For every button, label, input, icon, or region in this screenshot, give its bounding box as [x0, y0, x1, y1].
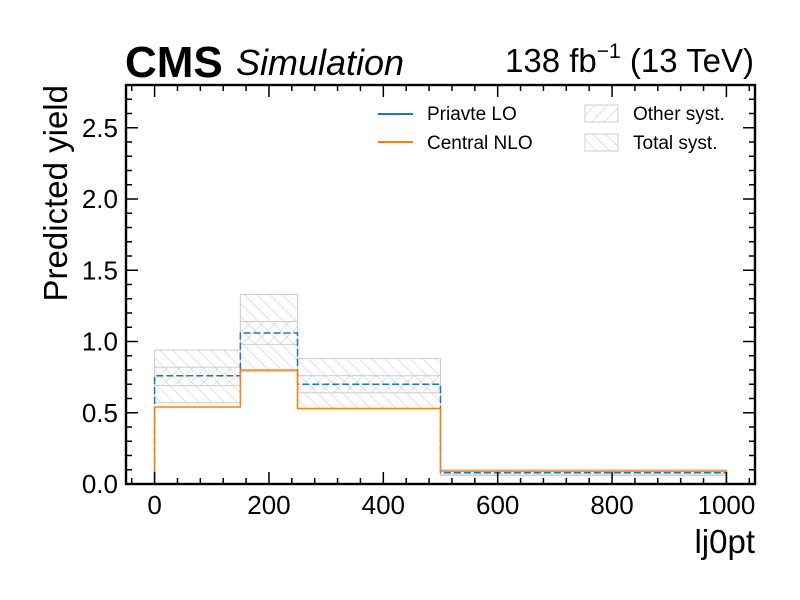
legend-label-other-syst: Other syst.: [633, 104, 725, 125]
lumi-exponent: −1: [597, 40, 621, 63]
y-tick-label: 0.0: [82, 469, 118, 499]
x-tick-label: 600: [476, 490, 519, 520]
legend-swatch-other-syst: [584, 104, 619, 123]
legend-label-nlo: Central NLO: [427, 133, 533, 154]
y-tick-label: 2.0: [82, 184, 118, 214]
x-axis-label: lj0pt: [694, 523, 755, 560]
y-tick-label: 1.5: [82, 255, 118, 285]
y-tick-label: 1.0: [82, 327, 118, 357]
luminosity-label: 138 fb−1 (13 TeV): [505, 40, 754, 79]
lumi-energy: (13 TeV): [621, 42, 754, 79]
legend-label-total-syst: Total syst.: [633, 133, 717, 154]
x-tick-label: 200: [247, 490, 290, 520]
lumi-value: 138 fb: [505, 42, 597, 79]
series-line-0: [153, 332, 728, 484]
simulation-label: Simulation: [236, 42, 404, 83]
histogram-series: [153, 332, 728, 484]
series-line-1: [153, 369, 728, 484]
y-tick-label: 0.5: [82, 398, 118, 428]
cms-logo-text: CMS: [125, 38, 223, 87]
y-axis-label: Predicted yield: [37, 85, 74, 301]
legend: Priavte LO Central NLO Other syst. Total…: [378, 104, 725, 154]
y-tick-label: 2.5: [82, 113, 118, 143]
x-tick-label: 0: [147, 490, 161, 520]
x-tick-label: 800: [590, 490, 633, 520]
x-tick-label: 1000: [697, 490, 755, 520]
x-tick-label: 400: [362, 490, 405, 520]
plot-frame: [124, 83, 757, 486]
legend-label-lo: Priavte LO: [427, 104, 517, 125]
legend-swatch-total-syst: [584, 133, 619, 152]
axis-tick-labels: 0 200 400 600 800 1000 0.0 0.5 1.0 1.5 2.0 2.5: [82, 113, 755, 520]
